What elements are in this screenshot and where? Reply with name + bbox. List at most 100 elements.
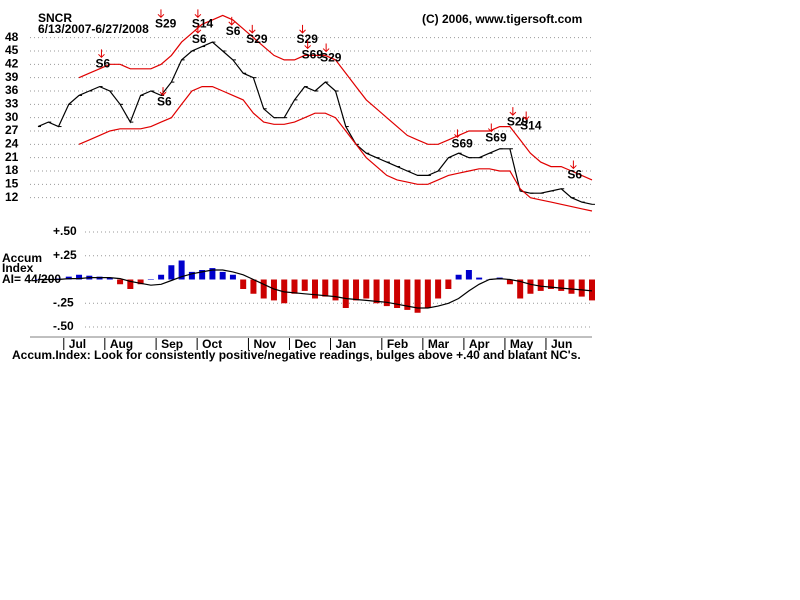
accum-bar — [137, 279, 144, 285]
accum-average — [38, 269, 593, 309]
footnote: Accum.Index: Look for consistently posit… — [12, 348, 581, 362]
y-tick-label: 39 — [5, 70, 19, 84]
accum-bar — [301, 279, 308, 291]
accum-bar — [373, 279, 380, 304]
accum-bar — [76, 274, 83, 280]
signal-arrow — [98, 49, 105, 59]
y-tick-label: 48 — [5, 30, 19, 44]
accum-bar — [168, 265, 175, 280]
accum-bar — [322, 279, 329, 297]
accum-bar — [476, 277, 483, 280]
x-tick-label: Jun — [551, 337, 572, 351]
signal-arrow — [159, 87, 167, 96]
accum-bar — [589, 279, 595, 301]
y-tick-label: 42 — [5, 57, 19, 71]
x-tick-label: Oct — [202, 337, 222, 351]
y-tick-label: -.50 — [53, 319, 74, 333]
x-tick-label: Feb — [387, 337, 408, 351]
y-tick-label: 12 — [5, 190, 19, 204]
y-tick-label: +.25 — [53, 248, 77, 262]
signal-label: S69 — [451, 137, 473, 151]
accum-bar — [517, 279, 524, 299]
accum-bar — [394, 279, 401, 308]
date-range: 6/13/2007-6/27/2008 — [38, 22, 149, 36]
accum-bar — [291, 279, 298, 294]
accum-bar — [219, 271, 226, 280]
accum-bar — [568, 279, 575, 294]
accum-bar — [332, 279, 339, 301]
accum-bar — [229, 274, 236, 280]
x-tick-label: Nov — [253, 337, 276, 351]
signal-label: S29 — [507, 114, 529, 128]
signal-label: S29 — [246, 32, 268, 46]
signal-label: S29 — [155, 17, 177, 31]
x-tick-label: Jul — [69, 337, 86, 351]
signal-label: S6 — [567, 168, 582, 182]
accum-bar — [209, 268, 216, 280]
accum-bar — [353, 279, 360, 301]
accum-bar — [506, 279, 513, 285]
accum-bar — [106, 277, 113, 280]
x-tick-label: Dec — [294, 337, 316, 351]
accum-bar — [404, 279, 411, 310]
band-line — [78, 86, 593, 212]
signal-arrow — [454, 129, 461, 139]
y-axis-label: Index — [2, 261, 34, 275]
y-tick-label: 36 — [5, 83, 19, 97]
signal-label: S29 — [320, 51, 342, 65]
chart-title: SNCR — [38, 11, 72, 25]
signal-arrow — [304, 40, 312, 50]
x-tick-label: Jan — [336, 337, 357, 351]
signal-arrow — [522, 111, 530, 121]
x-tick-label: Apr — [469, 337, 490, 351]
accum-bar — [127, 279, 134, 289]
signal-label: S6 — [157, 94, 172, 108]
accum-bar — [424, 279, 431, 308]
accum-bar — [537, 279, 544, 291]
accum-bar — [527, 279, 534, 294]
price-line — [37, 41, 593, 205]
accum-bar — [558, 279, 565, 291]
accum-bar — [342, 279, 349, 308]
accum-bar — [547, 279, 554, 289]
accum-bar — [445, 279, 452, 289]
x-tick-label: Sep — [161, 337, 183, 351]
signal-arrow — [570, 160, 577, 170]
y-tick-label: 27 — [5, 123, 19, 137]
y-axis-label: Accum — [2, 251, 42, 265]
accum-bar — [465, 270, 472, 280]
accum-bar — [199, 270, 206, 280]
accum-bar — [363, 279, 370, 299]
accum-bar — [455, 274, 462, 280]
accum-bar — [270, 279, 277, 301]
accum-bar — [383, 279, 390, 307]
x-tick-label: May — [510, 337, 534, 351]
signal-label: S69 — [302, 48, 324, 62]
accum-bar — [250, 279, 257, 294]
signal-arrow — [194, 9, 202, 19]
y-tick-label: 15 — [5, 177, 19, 191]
accum-bar — [188, 271, 195, 280]
band-line — [78, 14, 593, 181]
accum-bar — [578, 279, 585, 297]
x-tick-label: Mar — [428, 337, 450, 351]
accum-bar — [312, 279, 318, 299]
y-tick-label: 18 — [5, 163, 19, 177]
signal-arrow — [322, 43, 330, 53]
signal-label: S14 — [192, 17, 214, 31]
y-tick-label: 33 — [5, 97, 19, 111]
accum-bar — [158, 274, 165, 280]
signal-label: S6 — [192, 32, 207, 46]
accum-bar — [435, 279, 442, 299]
accum-bar — [178, 260, 185, 280]
signal-arrow — [299, 24, 306, 34]
y-tick-label: 30 — [5, 110, 19, 124]
x-tick-label: Aug — [110, 337, 133, 351]
accum-bar — [117, 279, 124, 285]
signal-arrow — [157, 9, 165, 19]
signal-label: S6 — [95, 57, 110, 71]
signal-arrow — [194, 24, 202, 34]
y-tick-label: 21 — [5, 150, 19, 164]
ai-label: AI= 44/200 — [2, 272, 61, 286]
